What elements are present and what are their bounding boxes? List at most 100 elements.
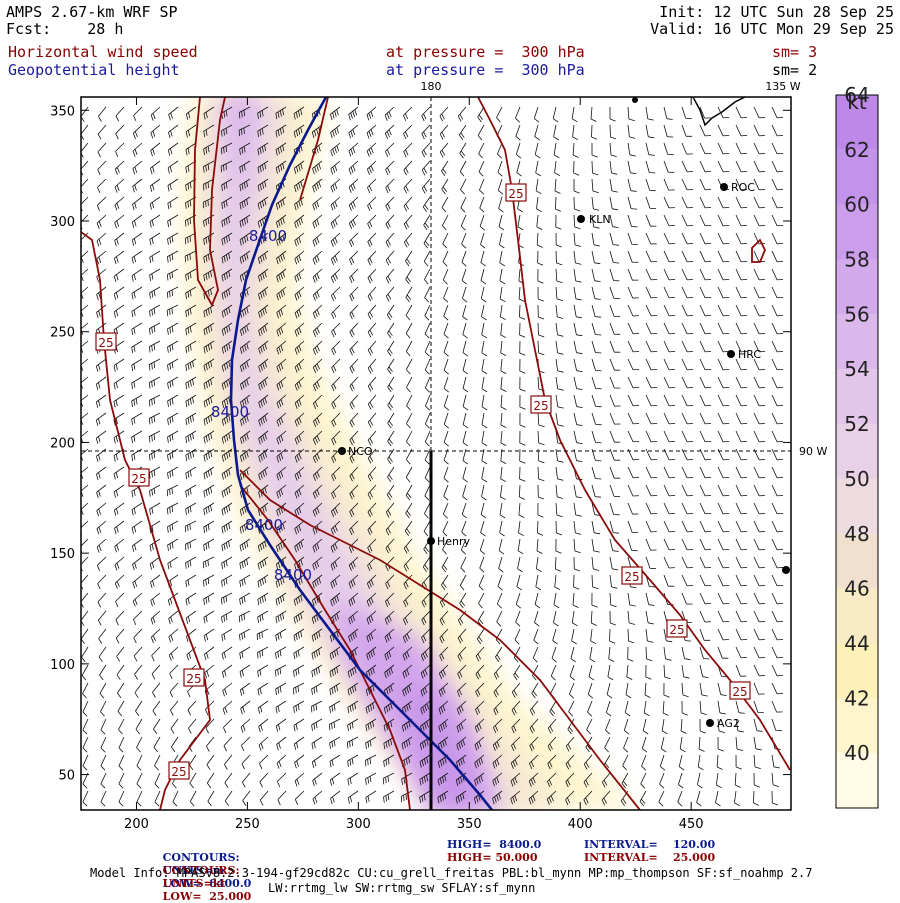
wind-contour-label-box	[530, 395, 552, 414]
field2-name: Geopotential height	[8, 61, 180, 79]
colorbar-bin	[836, 149, 878, 205]
wind-contour-west-inner	[193, 97, 226, 308]
colorbar-units: kt	[847, 90, 867, 114]
colorbar-bin	[836, 259, 878, 315]
x-tick-label: 250	[235, 817, 260, 832]
colorbar-bin	[836, 314, 878, 370]
wind-contour-label: 25	[732, 685, 747, 699]
meridian-label: 180	[421, 80, 442, 93]
wind-barb-set	[81, 106, 784, 807]
init-time: Init: 12 UTC Sun 28 Sep 25	[659, 3, 894, 21]
svg-text:AG2: AG2	[717, 717, 740, 730]
height-contours	[229, 97, 494, 810]
colorbar-bin	[836, 588, 878, 644]
wind-contour-label-box	[128, 468, 150, 487]
forecast-hour: Fcst: 28 h	[6, 20, 124, 38]
colorbar-level-label: 42	[844, 686, 869, 710]
stations: KLN ROC HRC NCO Henry AG2	[338, 97, 790, 730]
colorbar-level-label: 58	[844, 248, 869, 272]
c2-units: UNITS=kt	[162, 877, 226, 890]
station-henry[interactable]: Henry	[427, 535, 471, 548]
wind-contour-label: 25	[508, 187, 523, 201]
colorbar-frame	[835, 94, 879, 809]
contour-info-height-high: HIGH= 8400.0	[447, 838, 542, 851]
svg-text:NCO: NCO	[348, 445, 373, 458]
field1-level: at pressure = 300 hPa	[386, 43, 585, 61]
colorbar-bin	[836, 753, 878, 808]
station-roc[interactable]: ROC	[720, 181, 755, 194]
wind-contour-island	[751, 238, 766, 263]
svg-text:KLN: KLN	[589, 213, 611, 226]
contour-info-wind-interval: INTERVAL= 25.000	[584, 851, 716, 864]
axes: 200 250 300 350 400 450 50 100 150 200 250 300 350	[50, 97, 791, 832]
height-contour-label: 8400	[249, 227, 287, 245]
colorbar-level-label: 48	[844, 522, 869, 546]
station-edge-top	[632, 97, 638, 103]
station-nco[interactable]: NCO	[338, 445, 373, 458]
colorbar-level-label: 62	[844, 138, 869, 162]
station-hrc[interactable]: HRC	[727, 348, 761, 361]
y-tick-label: 150	[50, 547, 75, 562]
x-tick-label: 450	[679, 817, 704, 832]
x-tick-label: 200	[124, 817, 149, 832]
wind-contour-label-box	[183, 668, 205, 687]
y-tick-label: 50	[58, 769, 75, 784]
height-contour-label: 8400	[245, 516, 283, 534]
svg-text:ROC: ROC	[731, 181, 755, 194]
colorbar-bin	[836, 204, 878, 260]
colorbar-level-label: 52	[844, 412, 869, 436]
contour-info-wind-high: HIGH= 50.000	[447, 851, 538, 864]
station-kln[interactable]: KLN	[577, 213, 611, 226]
height-contour-label: 8400	[211, 403, 249, 421]
height-contour-8400	[229, 97, 494, 810]
svg-text:HRC: HRC	[738, 348, 761, 361]
field2-smoothing: sm= 2	[772, 61, 818, 79]
wind-contour-label: 25	[669, 623, 684, 637]
c2-low: LOW= 25.000	[162, 890, 252, 903]
wind-contour-west	[81, 231, 211, 810]
c1-low: LOW= 8400.0	[162, 877, 252, 890]
x-tick-label: 300	[346, 817, 371, 832]
valid-time: Valid: 16 UTC Mon 29 Sep 25	[650, 20, 894, 38]
height-contour-label: 8400	[274, 566, 312, 584]
wind-contours	[81, 97, 791, 810]
colorbar-bin	[836, 533, 878, 589]
colorbar-bin	[836, 698, 878, 754]
station-edge-right	[782, 566, 790, 574]
y-tick-label: 200	[50, 436, 75, 451]
x-tick-label: 350	[457, 817, 482, 832]
colorbar-level-label: 50	[844, 467, 869, 491]
colorbar-level-label: 46	[844, 577, 869, 601]
colorbar-level-label: 56	[844, 302, 869, 326]
colorbar-level-label: 64	[844, 83, 869, 107]
field1-smoothing: sm= 3	[772, 43, 818, 61]
parallel-label: 90 W	[799, 445, 827, 458]
wind-contour-labels: 25 25 25 25 25 25 25 25 25	[95, 183, 751, 780]
wind-contour-core-outer	[239, 469, 641, 810]
model-info: Model Info: MPASv8.2.3-194-gf29cd82c CU:…	[90, 866, 813, 880]
wind-contour-label: 25	[624, 570, 639, 584]
meridian-label-2: 135 W	[765, 80, 800, 93]
c1-label: CONTOURS:	[162, 851, 240, 864]
wind-contour-label: 25	[131, 472, 146, 486]
wind-contour-label: 25	[98, 336, 113, 350]
wind-contour-label-box	[505, 183, 527, 202]
contour-info-height-interval: INTERVAL= 120.00	[584, 838, 716, 851]
wind-barbs	[81, 106, 784, 807]
wind-contour-top	[299, 97, 329, 201]
model-info-2: LW:rrtmg_lw SW:rrtmg_sw SFLAY:sf_mynn	[268, 881, 536, 895]
y-tick-label: 300	[50, 215, 75, 230]
colorbar-bin	[836, 643, 878, 699]
colorbar-level-label: 54	[844, 357, 869, 381]
wind-contour-label-box	[621, 566, 643, 585]
colorbar-level-label: 44	[844, 631, 869, 655]
y-tick-label: 100	[50, 658, 75, 673]
field1-name: Horizontal wind speed	[8, 43, 198, 61]
station-ag2[interactable]: AG2	[706, 717, 740, 730]
colorbar-bin	[836, 95, 878, 150]
svg-text:Henry: Henry	[437, 535, 471, 548]
colorbar-level-label: 60	[844, 193, 869, 217]
contour-info-height: CONTOURS: UNITS=m LOW= 8400.0	[155, 838, 252, 890]
